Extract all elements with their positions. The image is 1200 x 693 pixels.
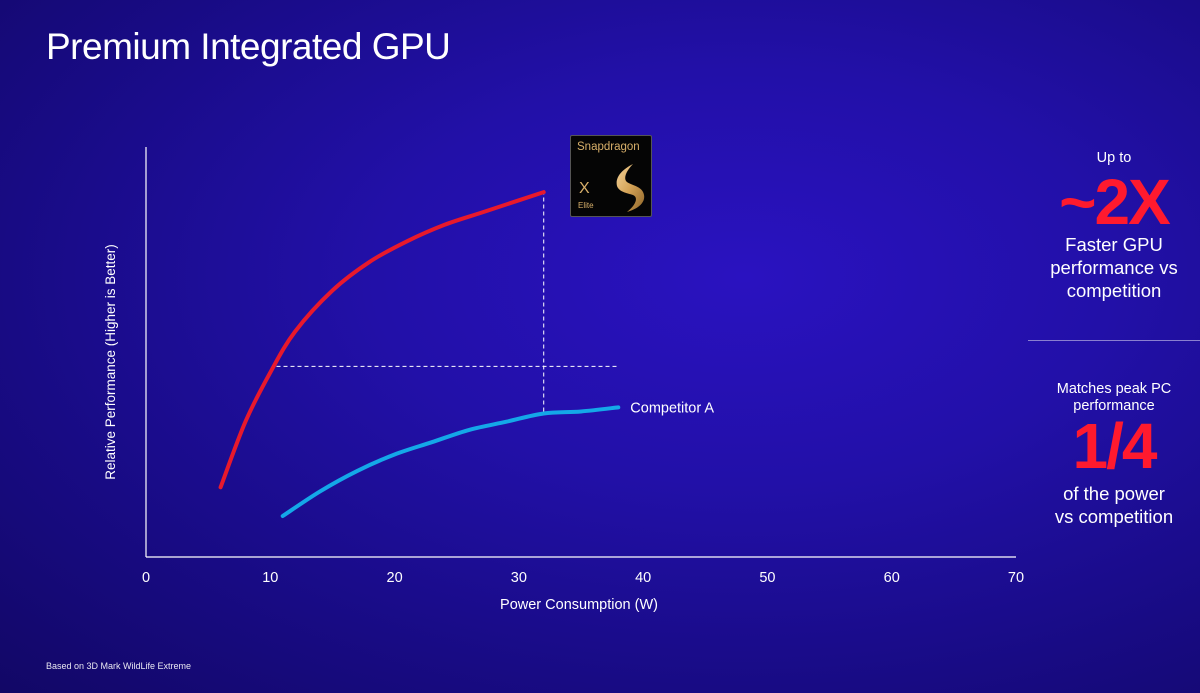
highlight-2-prefix: Matches peak PC performance xyxy=(1028,381,1200,415)
snapdragon-x-elite-badge: Snapdragon X Elite xyxy=(570,135,652,217)
highlight-1-line: Faster GPU xyxy=(1065,234,1163,255)
highlight-2-line: of the power xyxy=(1063,483,1165,504)
badge-model-tier: Elite xyxy=(578,201,594,210)
series-label-competitor-a: Competitor A xyxy=(630,400,714,416)
series-line-competitor-a xyxy=(280,405,621,518)
x-tick-label: 20 xyxy=(387,570,403,586)
x-axis-label: Power Consumption (W) xyxy=(500,597,658,613)
y-axis-label: Relative Performance (Higher is Better) xyxy=(103,244,118,480)
highlight-1-line: competition xyxy=(1066,280,1162,301)
x-tick-label: 70 xyxy=(1008,570,1024,586)
x-tick-label: 40 xyxy=(635,570,651,586)
highlight-2-prefix-line: Matches peak PC xyxy=(1056,381,1172,397)
highlight-2-value: 1/4 xyxy=(1072,410,1158,482)
x-tick-label: 10 xyxy=(262,570,278,586)
highlight-1-prefix: Up to xyxy=(1096,150,1132,166)
highlight-2-description: of the power vs competition xyxy=(1028,482,1200,528)
x-tick-label: 50 xyxy=(759,570,775,586)
slide-title: Premium Integrated GPU xyxy=(46,26,451,67)
highlight-1-line: performance vs xyxy=(1050,257,1178,278)
highlight-2-line: vs competition xyxy=(1054,506,1174,527)
badge-model-letter: X xyxy=(579,180,590,197)
series-line-snapdragon-x-elite xyxy=(218,190,546,490)
footnote: Based on 3D Mark WildLife Extreme xyxy=(46,661,192,671)
x-tick-label: 30 xyxy=(511,570,527,586)
plot-area: 0 10 20 30 40 50 60 70 Power Consumption (W) Rela… xyxy=(103,147,1024,613)
x-tick-label: 60 xyxy=(884,570,900,586)
badge-brand: Snapdragon xyxy=(577,141,640,153)
snapdragon-logo-icon xyxy=(616,164,645,212)
highlight-1-description: Faster GPU performance vs competition xyxy=(1028,233,1200,302)
highlight-1-value: ~2X xyxy=(1059,166,1171,238)
highlight-divider xyxy=(1028,340,1200,341)
highlight-2-prefix-line: performance xyxy=(1073,398,1155,414)
x-tick-label: 0 xyxy=(142,570,150,586)
